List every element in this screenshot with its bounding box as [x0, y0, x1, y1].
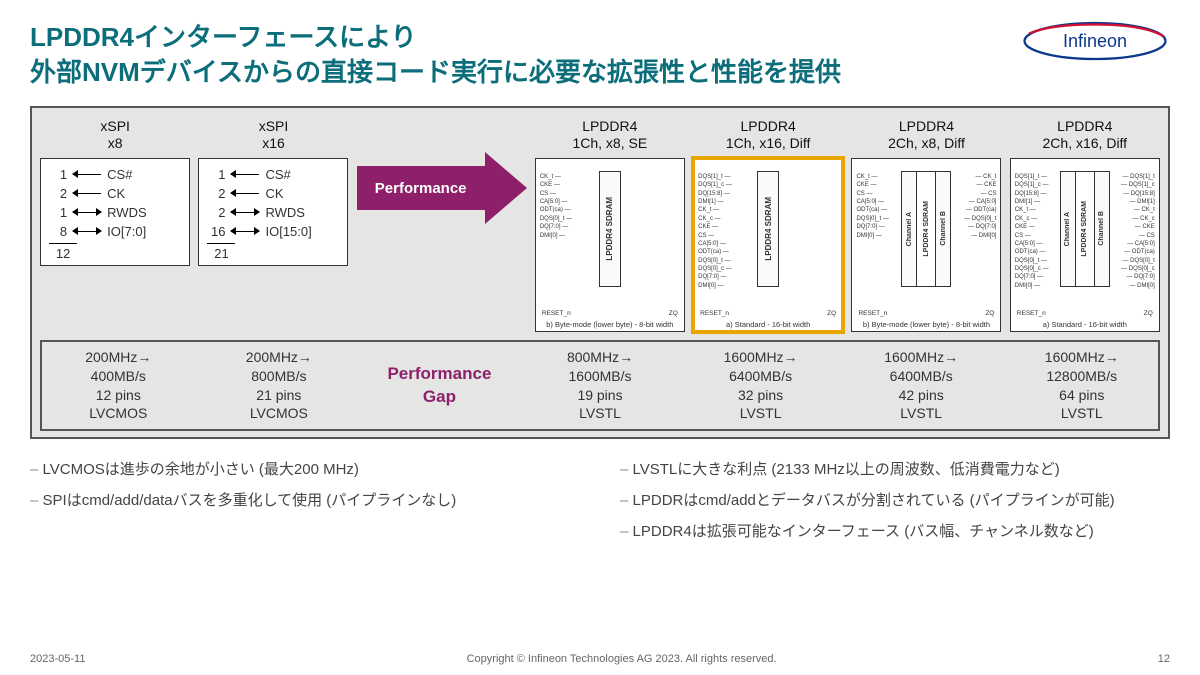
footer-page: 12 — [1158, 653, 1170, 665]
spec-1: 200MHz→800MB/s21 pinsLVCMOS — [203, 342, 356, 430]
title-line2: 外部NVMデバイスからの直接コード実行に必要な拡張性と性能を提供 — [30, 57, 841, 87]
col-xspi-x16: xSPIx16 1CS#2CK2RWDS16IO[15:0]21 — [198, 118, 348, 266]
footer-copyright: Copyright © Infineon Technologies AG 202… — [467, 653, 777, 665]
pin-diagram-xspi-x16: 1CS#2CK2RWDS16IO[15:0]21 — [198, 158, 348, 266]
col-lpddr4-1ch-x8: LPDDR41Ch, x8, SE CK_t —CKE —CS —CA[5:0]… — [535, 118, 685, 332]
spec-4: 1600MHz→6400MB/s42 pinsLVSTL — [845, 342, 998, 430]
bullet-item: LVSTLに大きな利点 (2133 MHz以上の周波数、低消費電力など) — [620, 453, 1170, 484]
col-lpddr4-1ch-x16: LPDDR41Ch, x16, Diff DQS[1]_t —DQS[1]_c … — [693, 118, 843, 332]
bullets-right: LVSTLに大きな利点 (2133 MHz以上の周波数、低消費電力など)LPDD… — [620, 453, 1170, 546]
chip-1ch-x16-highlighted: DQS[1]_t —DQS[1]_c —DQ[15:8] —DMI[1] —CK… — [693, 158, 843, 332]
slide-footer: 2023-05-11 Copyright © Infineon Technolo… — [30, 653, 1170, 665]
spec-0: 200MHz→400MB/s12 pinsLVCMOS — [42, 342, 195, 430]
bullet-item: LPDDR4は拡張可能なインターフェース (バス幅、チャンネル数など) — [620, 515, 1170, 546]
chip-2ch-x8: CK_t —CKE —CS —CA[5:0] —ODT(ca) —DQS[0]_… — [851, 158, 1001, 332]
col-xspi-x8: xSPIx8 1CS#2CK1RWDS8IO[7:0]12 — [40, 118, 190, 266]
performance-arrow: Performance — [357, 118, 527, 218]
bullets-left: LVCMOSは進歩の余地が小さい (最大200 MHz)SPIはcmd/add/… — [30, 453, 580, 546]
chip-1ch-x8: CK_t —CKE —CS —CA[5:0] —ODT(ca) —DQS[0]_… — [535, 158, 685, 332]
pin-diagram-xspi-x8: 1CS#2CK1RWDS8IO[7:0]12 — [40, 158, 190, 266]
spec-2: 800MHz→1600MB/s19 pinsLVSTL — [524, 342, 677, 430]
specs-row: 200MHz→400MB/s12 pinsLVCMOS 200MHz→800MB… — [40, 340, 1160, 432]
title-line1: LPDDR4インターフェースにより — [30, 22, 417, 52]
arrow-label: Performance — [357, 166, 485, 210]
diagram-row: xSPIx8 1CS#2CK1RWDS8IO[7:0]12 xSPIx16 1C… — [40, 118, 1160, 332]
col-lpddr4-2ch-x8: LPDDR42Ch, x8, Diff CK_t —CKE —CS —CA[5:… — [851, 118, 1001, 332]
diagram-panel: xSPIx8 1CS#2CK1RWDS8IO[7:0]12 xSPIx16 1C… — [30, 106, 1170, 439]
bullet-item: LPDDRはcmd/addとデータバスが分割されている (パイプラインが可能) — [620, 484, 1170, 515]
spec-5: 1600MHz→12800MB/s64 pinsLVSTL — [1005, 342, 1158, 430]
slide-title: LPDDR4インターフェースにより 外部NVMデバイスからの直接コード実行に必要… — [30, 20, 1170, 90]
infineon-logo: Infineon — [1020, 20, 1170, 67]
footer-date: 2023-05-11 — [30, 653, 85, 665]
col-lpddr4-2ch-x16: LPDDR42Ch, x16, Diff DQS[1]_t —DQS[1]_c … — [1010, 118, 1160, 332]
chip-2ch-x16: DQS[1]_t —DQS[1]_c —DQ[15:8] —DMI[1] —CK… — [1010, 158, 1160, 332]
bullet-lists: LVCMOSは進歩の余地が小さい (最大200 MHz)SPIはcmd/add/… — [30, 453, 1170, 546]
slide: Infineon LPDDR4インターフェースにより 外部NVMデバイスからの直… — [0, 0, 1200, 675]
spec-3: 1600MHz→6400MB/s32 pinsLVSTL — [684, 342, 837, 430]
svg-text:Infineon: Infineon — [1063, 31, 1127, 51]
bullet-item: LVCMOSは進歩の余地が小さい (最大200 MHz) — [30, 453, 580, 484]
bullet-item: SPIはcmd/add/dataバスを多重化して使用 (パイプラインなし) — [30, 484, 580, 515]
performance-gap: PerformanceGap — [363, 342, 516, 430]
